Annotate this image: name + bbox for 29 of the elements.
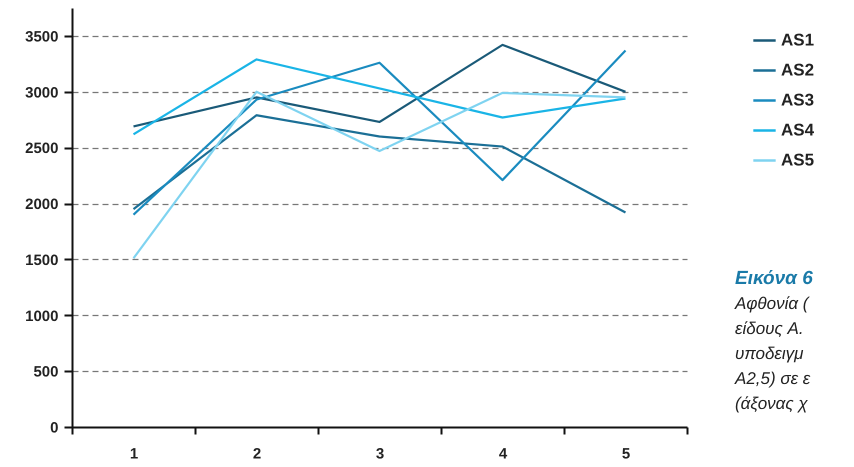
x-tick-label: 5	[622, 446, 630, 462]
y-tick-label: 500	[33, 364, 58, 381]
y-tick-label: 0	[50, 420, 58, 436]
text: Αφθονία (	[734, 294, 811, 313]
x-tick-label: 2	[252, 446, 262, 462]
text: Εικόνα 6	[735, 268, 814, 289]
legend-label: AS2	[781, 60, 814, 80]
line-series	[132, 90, 627, 260]
y-tick-label: 2500	[25, 140, 58, 158]
y-tick-label: 1000	[25, 308, 58, 325]
line-series	[132, 114, 627, 214]
legend-label: AS1	[781, 30, 814, 50]
x-tick-label: 3	[376, 446, 384, 462]
text: A2,5) σε ε	[734, 369, 811, 388]
legend-label: AS4	[781, 120, 815, 140]
line-series	[132, 44, 627, 128]
line-series	[132, 58, 627, 136]
y-tick-label: 3000	[25, 84, 58, 102]
y-tick-label: 2000	[25, 196, 58, 214]
x-tick-label: 4	[498, 446, 508, 462]
line-series	[132, 49, 627, 216]
x-tick-label: 1	[130, 446, 138, 462]
text: είδους A.	[735, 319, 804, 338]
legend-label: AS3	[781, 90, 814, 110]
text: υποδειγμ	[735, 344, 804, 363]
text: (άξονας χ	[735, 394, 808, 413]
legend-label: AS5	[781, 150, 814, 170]
y-tick-label: 1500	[25, 252, 58, 269]
y-tick-label: 3500	[25, 28, 58, 46]
